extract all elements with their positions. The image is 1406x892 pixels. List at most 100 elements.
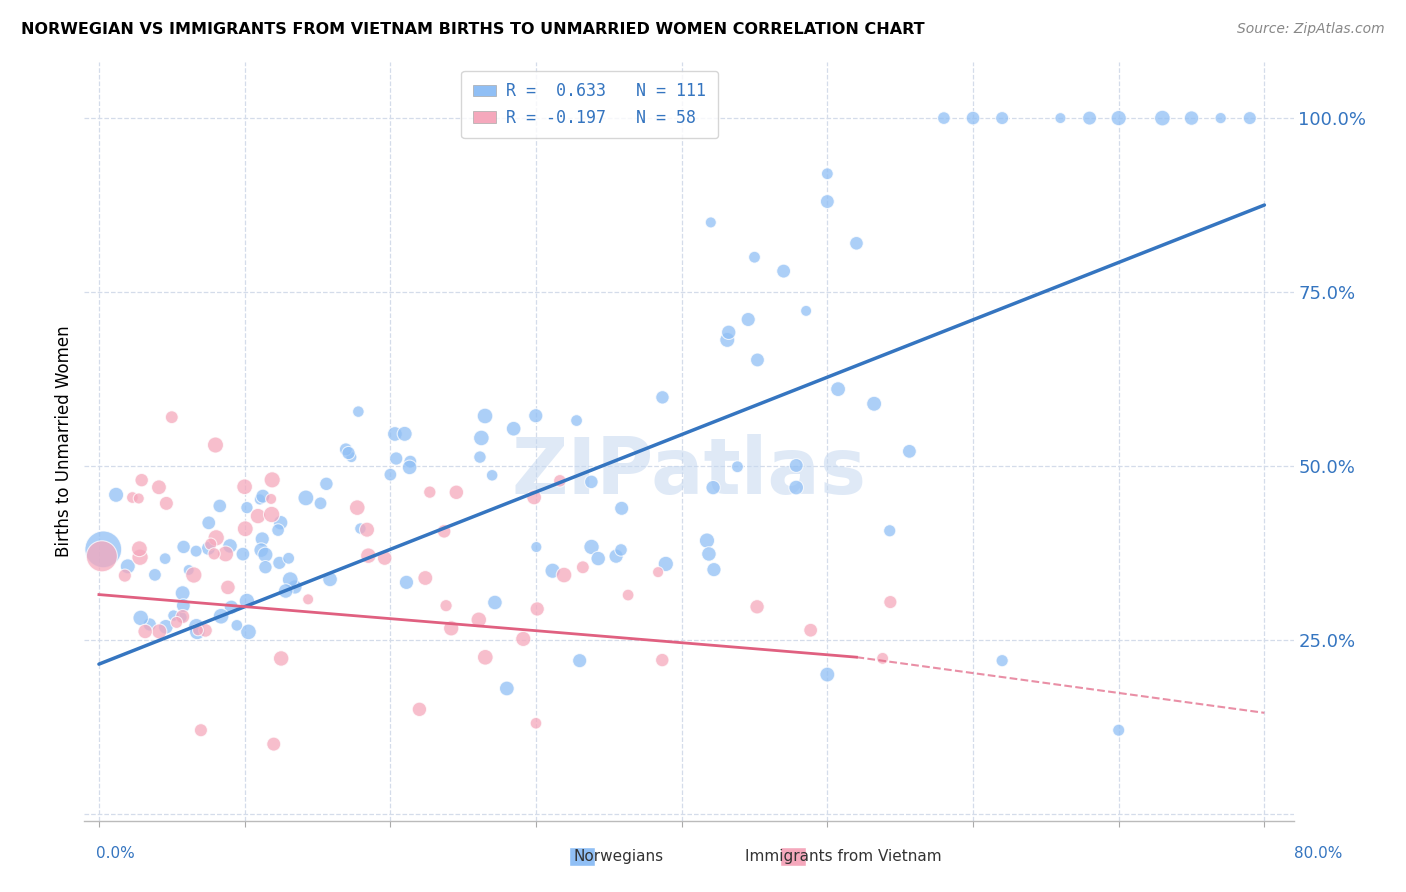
Point: [117, 559, 139, 574]
Point: [385, 451, 408, 466]
Point: [274, 584, 297, 599]
Point: [278, 573, 301, 587]
Point: [162, 608, 184, 623]
Point: [153, 551, 176, 566]
Point: [395, 575, 418, 590]
Point: [484, 595, 506, 609]
Point: [202, 547, 225, 561]
Point: [845, 236, 868, 251]
Point: [568, 654, 591, 668]
Point: [254, 548, 277, 562]
Point: [523, 491, 546, 505]
Point: [270, 651, 292, 665]
Text: Immigrants from Vietnam: Immigrants from Vietnam: [745, 849, 942, 864]
Point: [524, 716, 547, 731]
Point: [725, 459, 748, 474]
Point: [309, 496, 332, 510]
Point: [696, 533, 718, 548]
Point: [187, 624, 209, 638]
Point: [172, 599, 194, 613]
Point: [183, 568, 205, 582]
Point: [610, 501, 633, 516]
Point: [565, 413, 588, 427]
Point: [232, 547, 254, 561]
Point: [785, 481, 807, 495]
Point: [610, 543, 633, 558]
Point: [872, 651, 894, 665]
Point: [148, 480, 170, 494]
Point: [702, 481, 724, 495]
Point: [277, 551, 299, 566]
Point: [827, 382, 849, 396]
Point: [260, 508, 283, 522]
Point: [315, 476, 337, 491]
Point: [250, 543, 273, 558]
Point: [716, 333, 738, 347]
Point: [524, 409, 547, 423]
Point: [128, 491, 150, 506]
Point: [572, 560, 595, 574]
Point: [697, 547, 720, 561]
Point: [380, 467, 402, 482]
Point: [263, 737, 285, 751]
Point: [815, 167, 838, 181]
Point: [270, 516, 292, 530]
Point: [166, 615, 188, 630]
Point: [541, 564, 564, 578]
Point: [186, 619, 208, 633]
Point: [349, 522, 371, 536]
Point: [932, 111, 955, 125]
Point: [209, 609, 232, 624]
Point: [177, 563, 200, 577]
Point: [204, 438, 226, 452]
Point: [991, 111, 1014, 125]
Point: [384, 427, 406, 442]
Point: [553, 568, 575, 582]
Point: [121, 491, 143, 505]
Point: [194, 624, 217, 638]
Point: [148, 624, 170, 639]
Point: [128, 541, 150, 556]
Point: [502, 422, 524, 436]
Point: [236, 594, 259, 608]
Point: [617, 588, 640, 602]
Point: [474, 650, 496, 665]
Point: [252, 489, 274, 503]
Point: [131, 473, 153, 487]
Point: [745, 599, 768, 614]
Point: [173, 540, 195, 554]
Point: [815, 194, 838, 209]
Point: [186, 624, 208, 639]
Point: [800, 624, 823, 638]
Point: [197, 541, 219, 556]
Point: [155, 620, 177, 634]
Point: [548, 474, 571, 488]
Point: [238, 624, 260, 639]
Point: [434, 599, 457, 613]
Point: [155, 496, 177, 510]
Legend: R =  0.633   N = 111, R = -0.197   N = 58: R = 0.633 N = 111, R = -0.197 N = 58: [461, 70, 718, 138]
Point: [172, 609, 194, 624]
Point: [374, 551, 396, 566]
Text: ZIPatlas: ZIPatlas: [512, 434, 866, 510]
Point: [221, 600, 243, 615]
Point: [1049, 111, 1071, 125]
Point: [468, 450, 491, 464]
Point: [225, 618, 247, 632]
Point: [205, 531, 228, 545]
Point: [284, 580, 307, 594]
Text: Norwegians: Norwegians: [574, 849, 664, 864]
Point: [879, 524, 901, 538]
Point: [1078, 111, 1101, 125]
Point: [105, 488, 128, 502]
Point: [1108, 111, 1130, 125]
Point: [415, 571, 437, 585]
Point: [346, 500, 368, 515]
Point: [134, 624, 156, 639]
Text: NORWEGIAN VS IMMIGRANTS FROM VIETNAM BIRTHS TO UNMARRIED WOMEN CORRELATION CHART: NORWEGIAN VS IMMIGRANTS FROM VIETNAM BIR…: [21, 22, 925, 37]
Point: [160, 410, 183, 425]
Point: [605, 549, 627, 564]
Point: [1180, 111, 1202, 125]
Point: [419, 485, 441, 500]
Point: [468, 613, 491, 627]
